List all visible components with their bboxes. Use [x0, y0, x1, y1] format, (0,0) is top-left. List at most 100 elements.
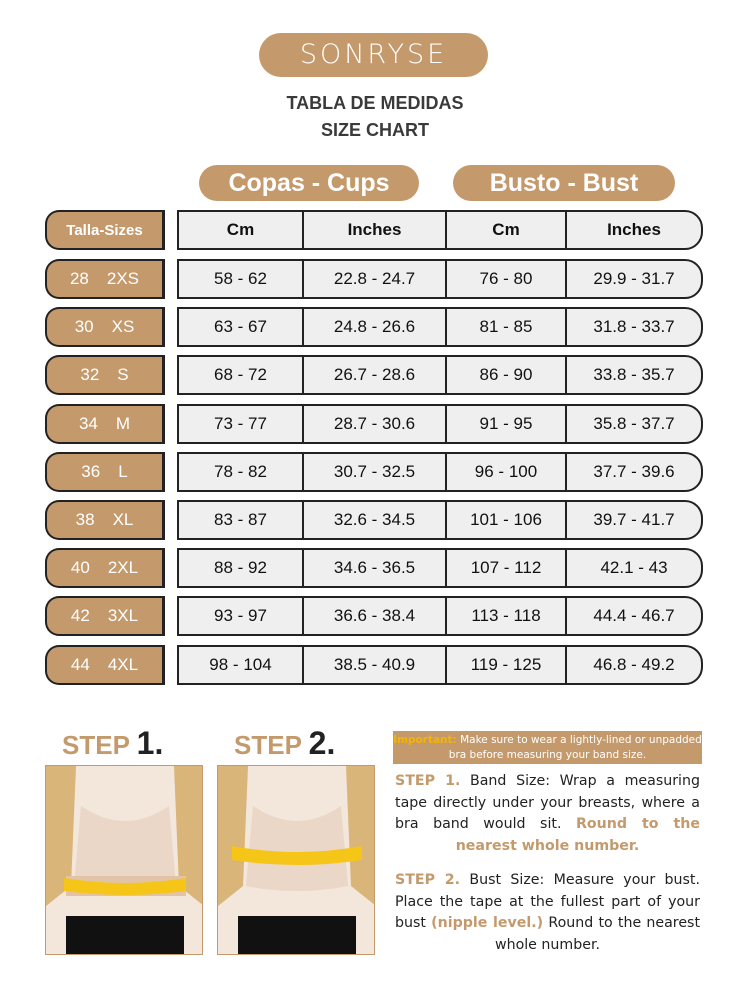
- cups-cm-cell: 83 - 87: [179, 502, 304, 538]
- table-row: 78 - 82 30.7 - 32.5 96 - 100 37.7 - 39.6: [177, 451, 703, 492]
- step-word: STEP: [62, 730, 130, 760]
- cups-cm-cell: 88 - 92: [179, 550, 304, 587]
- cups-inches-cell: 24.8 - 26.6: [304, 309, 447, 346]
- size-label: 32 S: [45, 355, 165, 396]
- cups-inches-cell: 30.7 - 32.5: [304, 453, 447, 490]
- table-row: 73 - 77 28.7 - 30.6 91 - 95 35.8 - 37.7: [177, 403, 703, 444]
- header-bust-inches: Inches: [607, 220, 661, 239]
- size-label: 36 L: [45, 451, 165, 492]
- cups-group-header: Copas - Cups: [199, 165, 419, 201]
- letter-size: S: [117, 365, 129, 385]
- header-cups-cm: Cm: [179, 212, 304, 248]
- cups-inches-cell: 32.6 - 34.5: [304, 502, 447, 538]
- letter-size: M: [115, 413, 131, 433]
- bust-cm-cell: 119 - 125: [447, 646, 567, 683]
- step-2-photo: [217, 765, 375, 955]
- step-1-photo: [45, 765, 203, 955]
- cups-inches-cell: 22.8 - 24.7: [304, 261, 447, 297]
- bust-inches-cell: 35.8 - 37.7: [593, 413, 675, 433]
- table-row: 58 - 62 22.8 - 24.7 76 - 80 29.9 - 31.7: [177, 259, 703, 299]
- important-text: Make sure to wear a lightly-lined or unp…: [448, 734, 702, 761]
- step-2-accent: (nipple level.): [431, 915, 544, 931]
- table-row: 68 - 72 26.7 - 28.6 86 - 90 33.8 - 35.7: [177, 355, 703, 396]
- bust-cm-cell: 86 - 90: [447, 357, 567, 394]
- bust-cm-cell: 96 - 100: [447, 453, 567, 490]
- table-row: 88 - 92 34.6 - 36.5 107 - 112 42.1 - 43: [177, 548, 703, 589]
- letter-size: XS: [111, 317, 135, 337]
- cups-cm-cell: 73 - 77: [179, 405, 304, 442]
- cups-cm-cell: 98 - 104: [179, 646, 304, 683]
- cups-inches-cell: 26.7 - 28.6: [304, 357, 447, 394]
- cups-inches-cell: 34.6 - 36.5: [304, 550, 447, 587]
- important-note: Important: Make sure to wear a lightly-l…: [393, 731, 702, 764]
- table-row: 83 - 87 32.6 - 34.5 101 - 106 39.7 - 41.…: [177, 500, 703, 540]
- size-label: 30 XS: [45, 307, 165, 348]
- table-row: 98 - 104 38.5 - 40.9 119 - 125 46.8 - 49…: [177, 644, 703, 685]
- bust-cm-cell: 101 - 106: [447, 502, 567, 538]
- bust-inches-cell: 37.7 - 39.6: [593, 461, 675, 481]
- step-2-label: STEP 2.: [395, 872, 461, 888]
- bust-inches-cell: 29.9 - 31.7: [593, 269, 675, 288]
- step-2-heading: STEP 2.: [234, 725, 335, 762]
- bust-cm-cell: 76 - 80: [447, 261, 567, 297]
- table-row: 63 - 67 24.8 - 26.6 81 - 85 31.8 - 33.7: [177, 307, 703, 348]
- step-1-heading: STEP 1.: [62, 725, 163, 762]
- letter-size: L: [118, 461, 128, 481]
- step-2-tail: Round to the nearest whole number.: [494, 915, 701, 953]
- cups-cm-cell: 78 - 82: [179, 453, 304, 490]
- size-label: 38 XL: [45, 500, 165, 540]
- bust-cm-cell: 113 - 118: [447, 598, 567, 635]
- band-size: 30: [74, 317, 94, 337]
- step-1-text: Band Size: Wrap a measuring tape directl…: [395, 773, 700, 832]
- letter-size: 2XL: [107, 558, 139, 578]
- bust-cm-cell: 81 - 85: [447, 309, 567, 346]
- bust-inches-cell: 46.8 - 49.2: [593, 654, 675, 674]
- cups-inches-cell: 38.5 - 40.9: [304, 646, 447, 683]
- cups-inches-cell: 36.6 - 38.4: [304, 598, 447, 635]
- step-number: 1.: [136, 725, 164, 761]
- cups-cm-cell: 93 - 97: [179, 598, 304, 635]
- cups-inches-cell: 28.7 - 30.6: [304, 405, 447, 442]
- bust-cm-cell: 107 - 112: [447, 550, 567, 587]
- cups-cm-cell: 68 - 72: [179, 357, 304, 394]
- size-column-header: Talla-Sizes: [45, 210, 165, 250]
- step-word: STEP: [234, 730, 302, 760]
- letter-size: 2XS: [106, 269, 140, 288]
- band-size: 44: [70, 654, 90, 674]
- band-size: 34: [78, 413, 98, 433]
- header-cups-inches: Inches: [304, 212, 447, 248]
- band-measure-illustration: [46, 766, 202, 954]
- bust-measure-illustration: [218, 766, 374, 954]
- size-label: 42 3XL: [45, 596, 165, 637]
- title-spanish: TABLA DE MEDIDAS: [286, 93, 464, 113]
- bust-cm-cell: 91 - 95: [447, 405, 567, 442]
- band-size: 32: [80, 365, 100, 385]
- step-2-instructions: STEP 2. Bust Size: Measure your bust. Pl…: [395, 870, 700, 956]
- letter-size: 3XL: [107, 606, 139, 626]
- bust-inches-cell: 39.7 - 41.7: [593, 510, 675, 529]
- cups-cm-cell: 58 - 62: [179, 261, 304, 297]
- band-size: 28: [69, 269, 89, 288]
- band-size: 36: [81, 461, 101, 481]
- bust-group-header: Busto - Bust: [453, 165, 675, 201]
- step-1-accent: Round to the nearest whole number.: [455, 816, 700, 854]
- size-label: 34 M: [45, 403, 165, 444]
- step-1-instructions: STEP 1. Band Size: Wrap a measuring tape…: [395, 771, 700, 857]
- letter-size: 4XL: [107, 654, 139, 674]
- cups-cm-cell: 63 - 67: [179, 309, 304, 346]
- bust-inches-cell: 31.8 - 33.7: [593, 317, 675, 337]
- bust-inches-cell: 42.1 - 43: [600, 558, 668, 578]
- letter-size: XL: [112, 510, 134, 529]
- bust-inches-cell: 33.8 - 35.7: [593, 365, 675, 385]
- table-row: 93 - 97 36.6 - 38.4 113 - 118 44.4 - 46.…: [177, 596, 703, 637]
- title-english: SIZE CHART: [321, 120, 429, 140]
- step-1-label: STEP 1.: [395, 773, 461, 789]
- step-2-text: Bust Size: Measure your bust. Place the …: [395, 872, 701, 931]
- bust-inches-cell: 44.4 - 46.7: [593, 606, 675, 626]
- band-size: 42: [70, 606, 90, 626]
- header-bust-cm: Cm: [447, 212, 567, 248]
- size-label: 28 2XS: [45, 259, 165, 299]
- band-size: 40: [70, 558, 90, 578]
- brand-logo: SONRYSE: [259, 33, 488, 77]
- band-size: 38: [75, 510, 95, 529]
